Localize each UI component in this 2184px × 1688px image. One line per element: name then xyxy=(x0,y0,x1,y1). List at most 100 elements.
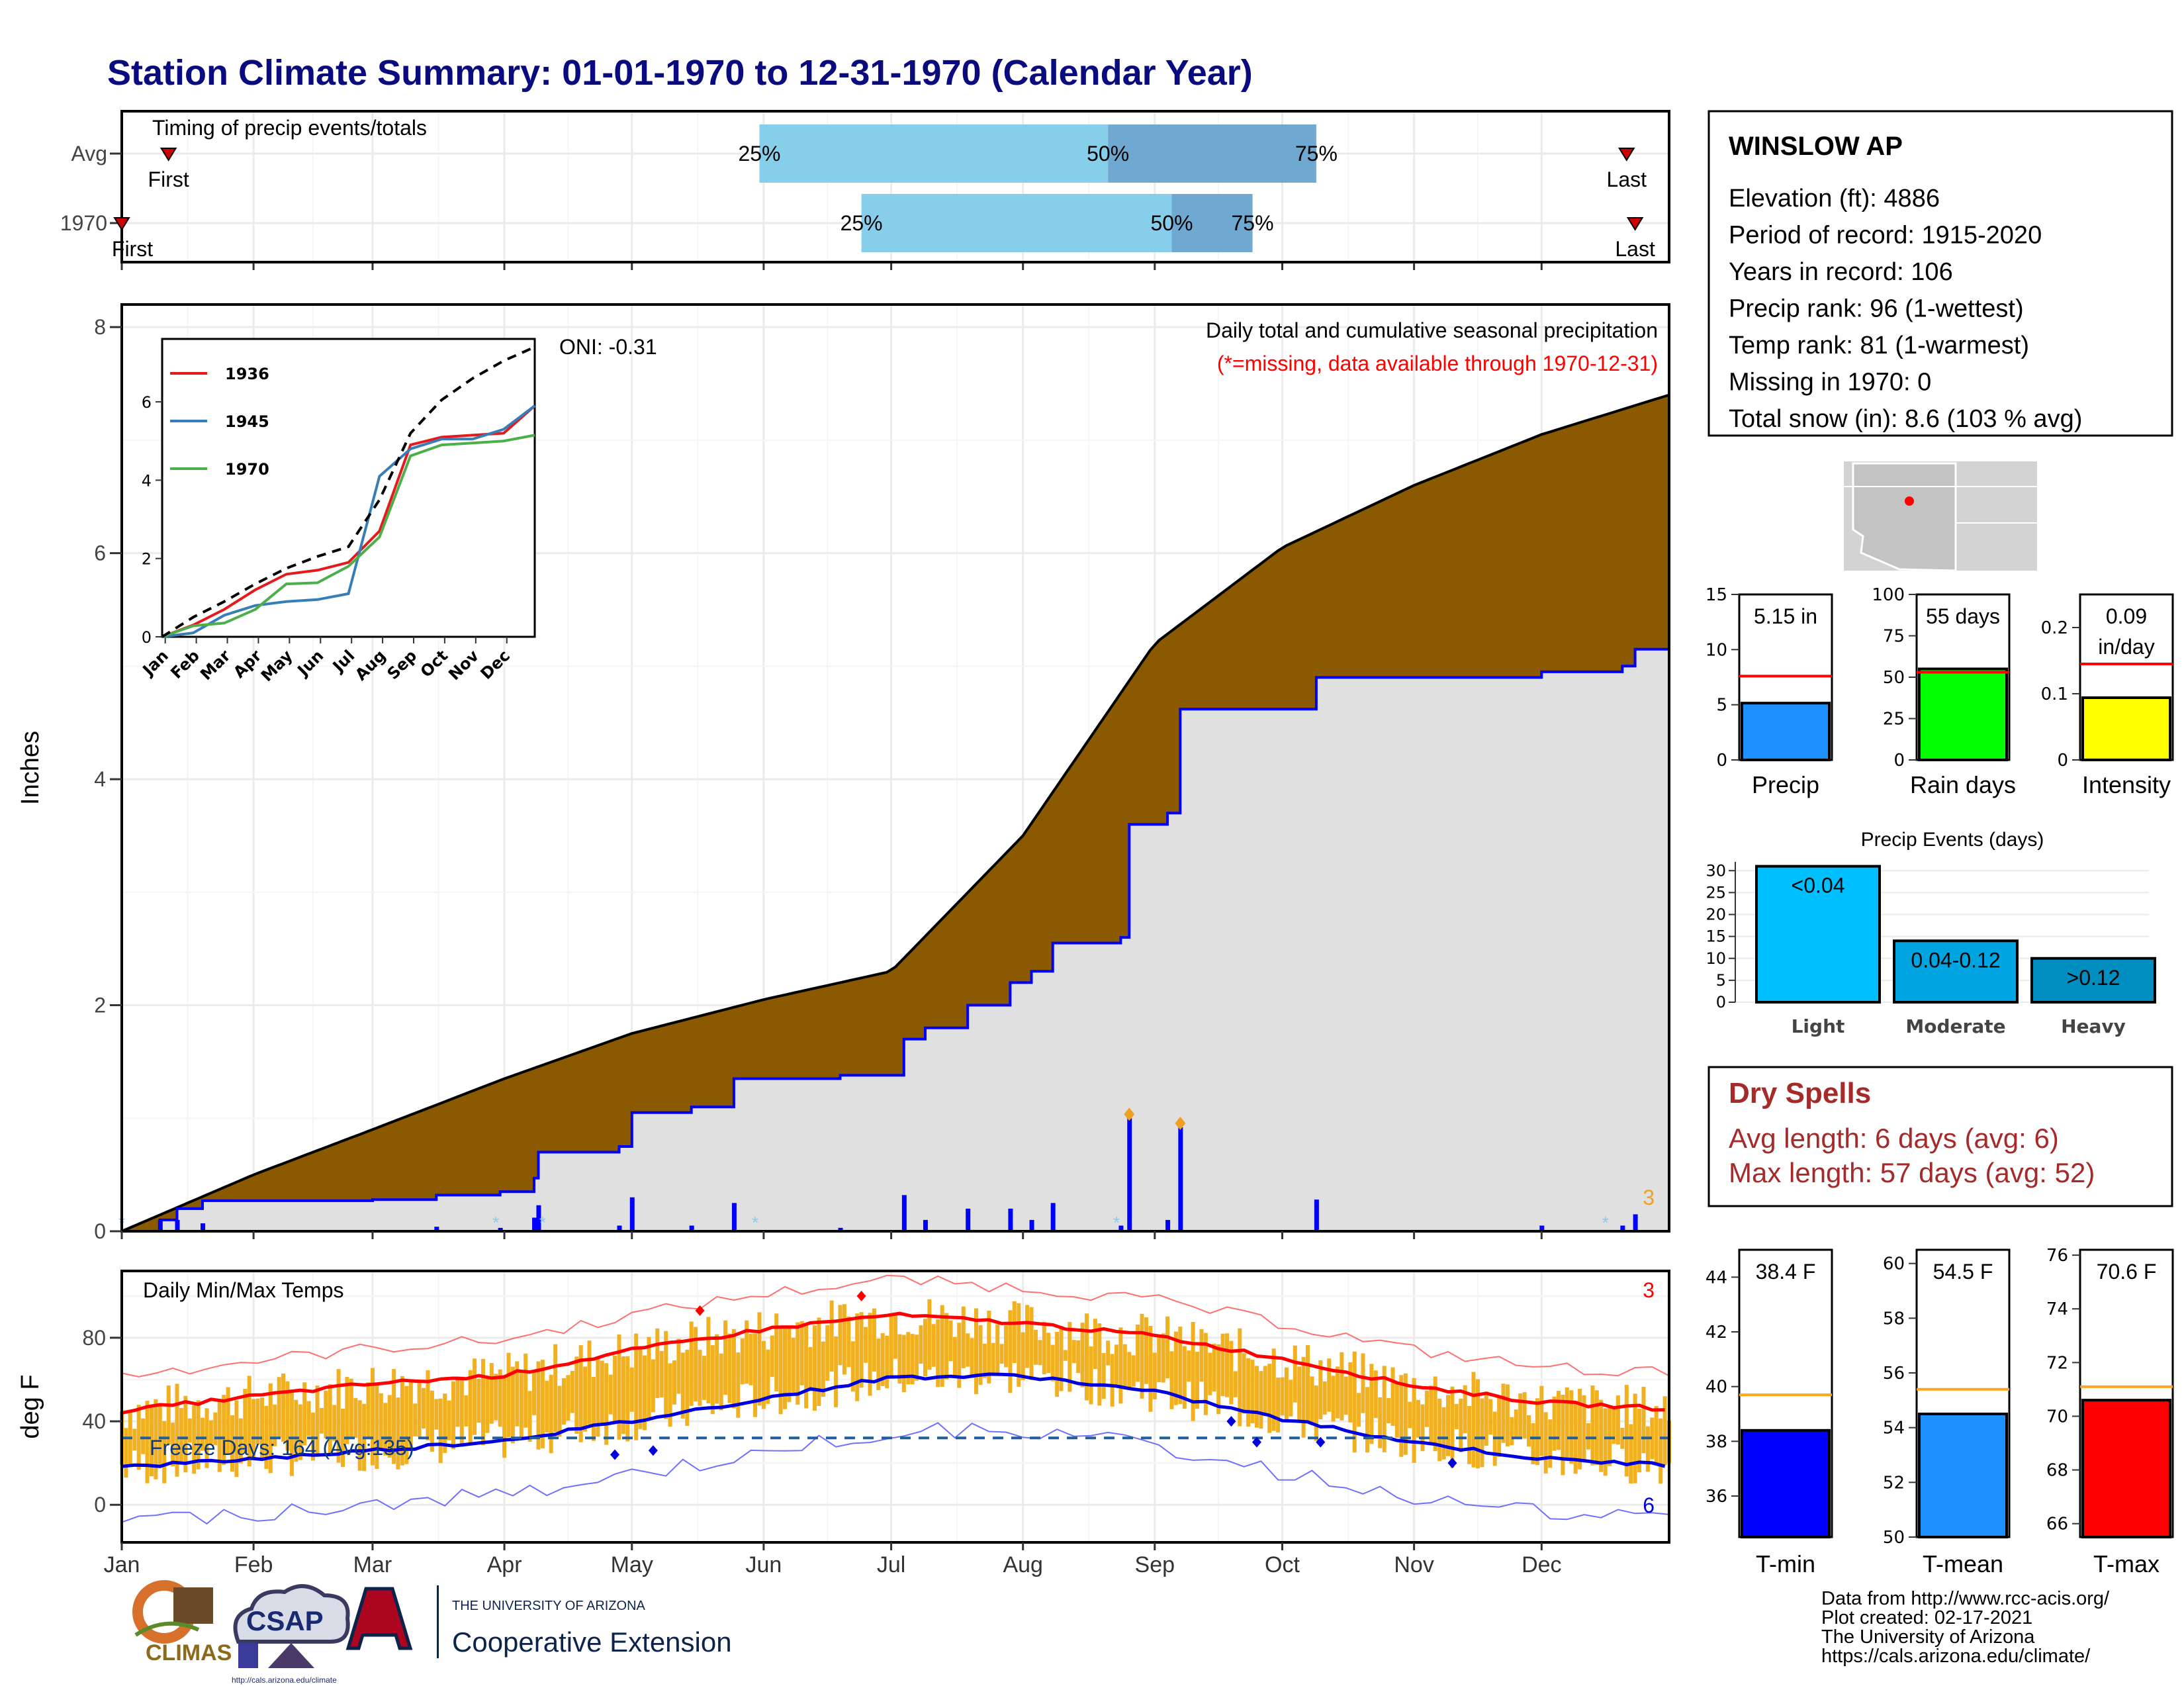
precip-missing-note: (*=missing, data available through 1970-… xyxy=(1217,352,1658,375)
dry-spells: Dry Spells Avg length: 6 days (avg: 6) M… xyxy=(1707,1066,2173,1207)
station-info-line-0: Elevation (ft): 4886 xyxy=(1729,185,1940,212)
summary-rain-days-ytick-label-100: 100 xyxy=(1872,585,1905,605)
inset-ytick-label-4: 4 xyxy=(142,471,152,490)
credit-line-0: Data from http://www.rcc-acis.org/ xyxy=(1821,1588,2110,1609)
timing-avg-first-marker xyxy=(159,148,177,162)
summary-precip-ytick-label-0: 0 xyxy=(1716,751,1727,771)
inset-ytick-label-0: 0 xyxy=(142,628,152,647)
temp-tmax-ytick-label-72: 72 xyxy=(2046,1353,2068,1373)
climas-logo: CLIMAS xyxy=(132,1580,232,1665)
temp-panel: 0 40 80 deg F Daily Min/Max Temps Freeze D… xyxy=(17,1270,1671,1550)
timing-1970-p25-label: 25% xyxy=(841,211,883,235)
missing-marker-1: * xyxy=(492,1213,499,1233)
inset-average-line xyxy=(161,346,535,638)
avg-max-temp-line xyxy=(121,1311,1665,1415)
temp-tmin-ytick-label-42: 42 xyxy=(1706,1323,1727,1342)
summary-precip-ytick-label-5: 5 xyxy=(1716,696,1727,716)
missing-marker-4: * xyxy=(1113,1213,1120,1233)
summary-intensity-ytick-label-0.2: 0.2 xyxy=(2041,618,2068,638)
temp-tmean-value-bar xyxy=(1918,1413,2008,1538)
month-label-jan: Jan xyxy=(104,1552,140,1577)
precip-events-bar-label-light: <0.04 xyxy=(1792,874,1845,898)
timing-avg-iqr-high xyxy=(1108,124,1316,183)
dry-spells-max: Max length: 57 days (avg: 52) xyxy=(1729,1157,2095,1188)
month-label-aug: Aug xyxy=(1003,1552,1043,1577)
timing-1970-iqr-low xyxy=(861,194,1172,252)
missing-marker-3: * xyxy=(752,1213,758,1233)
station-info-line-3: Precip rank: 96 (1-wettest) xyxy=(1729,295,2024,323)
temp-record-marker-5 xyxy=(1251,1436,1261,1448)
daily-precip-bar-7 xyxy=(532,1217,537,1231)
inset-xtick-label-feb: Feb xyxy=(167,646,203,682)
daily-precip-bar-1 xyxy=(158,1219,163,1231)
timing-avg-first-label: First xyxy=(148,167,189,191)
temp-frame xyxy=(120,1270,1670,1544)
ua-divider xyxy=(437,1585,439,1658)
daily-precip-bar-15 xyxy=(923,1219,928,1231)
temp-tmin-value-bar xyxy=(1741,1429,1831,1539)
summary-rain-days-label: Rain days xyxy=(1910,771,2016,798)
summary-rain-days-ytick-label-50: 50 xyxy=(1883,668,1905,688)
inset-xtick-label-oct: Oct xyxy=(417,646,451,680)
precip-events-category-heavy: Heavy xyxy=(2061,1015,2126,1037)
precip-annotation: Daily total and cumulative seasonal prec… xyxy=(1206,318,1658,342)
precip-events-bar-moderate xyxy=(1893,939,2019,1004)
temp-tmax-ytick-label-66: 66 xyxy=(2046,1515,2068,1534)
daily-precip-bar-23 xyxy=(1178,1127,1183,1231)
page-title: Station Climate Summary: 01-01-1970 to 1… xyxy=(107,53,1253,93)
temp-tmax-value-bar xyxy=(2081,1399,2171,1538)
timing-panel: Timing of precip events/totals Avg 25% 50%… xyxy=(60,110,1670,270)
precip-ylabel: Inches xyxy=(17,731,44,805)
timing-avg-p75-label: 75% xyxy=(1295,142,1338,165)
credit-line-3: https://cals.arizona.edu/climate/ xyxy=(1821,1646,2091,1667)
avg-min-temp-line xyxy=(121,1372,1666,1468)
temp-title: Daily Min/Max Temps xyxy=(143,1278,343,1302)
timing-avg-iqr-low xyxy=(759,124,1109,183)
ua-big-text: Cooperative Extension xyxy=(452,1626,732,1658)
precip-events-bar-label-moderate: 0.04-0.12 xyxy=(1911,948,2000,972)
temp-record-marker-4 xyxy=(1226,1416,1236,1427)
inset-xtick-label-apr: Apr xyxy=(230,646,265,682)
temp-tmin-ytick-label-38: 38 xyxy=(1706,1432,1727,1452)
precip-ytick-label-8: 8 xyxy=(94,315,106,339)
month-label-dec: Dec xyxy=(1522,1552,1561,1577)
csap-url: http://cals.arizona.edu/climate xyxy=(232,1675,337,1685)
summary-rain-days-ytick-label-25: 25 xyxy=(1883,710,1905,729)
summary-precip-value-bar xyxy=(1741,702,1831,761)
temp-tmean-ytick-label-50: 50 xyxy=(1883,1528,1905,1548)
precip-ytick-label-4: 4 xyxy=(94,767,106,791)
precip-events-category-light: Light xyxy=(1792,1015,1845,1037)
station-info: WINSLOW AP Elevation (ft): 4886 Period of… xyxy=(1707,110,2173,437)
precip-events-ytick-label-30: 30 xyxy=(1706,861,1726,880)
summary-bars: 0 5 10 15 5.15 in Precip 0 25 50 75 100 55 days Rain… xyxy=(1706,585,2174,798)
daily-precip-bar-24 xyxy=(1314,1199,1319,1231)
timing-1970-first-label: First xyxy=(112,237,153,261)
station-info-line-6: Total snow (in): 8.6 (103 % avg) xyxy=(1729,405,2082,433)
precip-count-label: 3 xyxy=(1643,1186,1655,1209)
timing-avg-p25-label: 25% xyxy=(738,142,780,165)
month-label-feb: Feb xyxy=(234,1552,273,1577)
timing-label: Timing of precip events/totals xyxy=(152,116,427,140)
observed-cumulative-line xyxy=(122,647,1669,1233)
temp-record-marker-1 xyxy=(856,1290,866,1301)
month-label-may: May xyxy=(611,1552,653,1577)
temp-record-marker-6 xyxy=(1316,1436,1326,1448)
dry-spells-avg: Avg length: 6 days (avg: 6) xyxy=(1729,1123,2059,1154)
summary-rain-days-ytick-label-75: 75 xyxy=(1883,627,1905,647)
temp-ytick-label-80: 80 xyxy=(82,1326,106,1350)
daily-precip-bar-11 xyxy=(689,1225,694,1231)
daily-precip-bar-22 xyxy=(1165,1219,1171,1231)
csap-mountain-icon xyxy=(268,1643,314,1668)
inset-series-1936 xyxy=(161,404,536,638)
station-info-line-2: Years in record: 106 xyxy=(1729,258,1953,286)
inset-series-1945 xyxy=(161,404,536,638)
inset-series-1970 xyxy=(161,434,535,638)
observed-cumulative-area xyxy=(122,649,1669,1231)
station-info-line-5: Missing in 1970: 0 xyxy=(1729,369,1931,397)
daily-precip-bar-18 xyxy=(1029,1219,1034,1231)
record-precip-marker-21 xyxy=(1124,1107,1135,1121)
daily-precip-bar-14 xyxy=(901,1195,907,1231)
summary-precip-ytick-label-15: 15 xyxy=(1706,585,1727,605)
daily-precip-bar-8 xyxy=(536,1205,541,1231)
temp-tmean-ytick-label-56: 56 xyxy=(1883,1364,1905,1383)
